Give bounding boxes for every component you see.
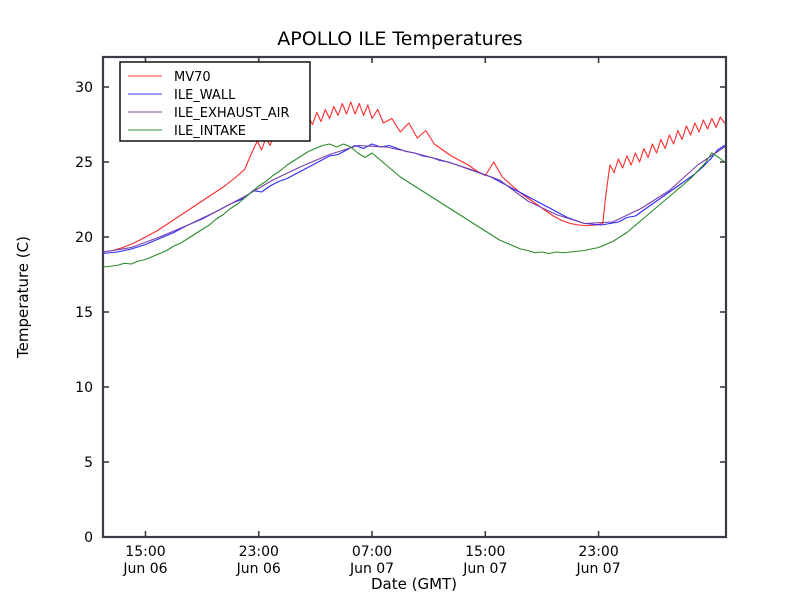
y-tick-label: 20 xyxy=(75,230,93,246)
y-tick-label: 0 xyxy=(84,530,93,546)
series-line-ile-exhaust-air xyxy=(103,144,726,253)
series-line-mv70 xyxy=(103,101,726,253)
x-tick-date: Jun 07 xyxy=(349,561,394,577)
x-tick-time: 23:00 xyxy=(239,544,279,560)
x-tick-date: Jun 06 xyxy=(236,561,281,577)
y-tick-label: 25 xyxy=(75,155,93,171)
data-series-group xyxy=(103,101,726,268)
series-line-ile-intake xyxy=(103,143,726,268)
y-tick-label: 15 xyxy=(75,305,93,321)
axes-frame xyxy=(101,55,728,539)
legend-label-mv70: MV70 xyxy=(174,70,211,85)
chart-title: APOLLO ILE Temperatures xyxy=(277,28,522,50)
chart-legend[interactable]: MV70 ILE_WALL ILE_EXHAUST_AIR ILE_INTAKE xyxy=(119,61,311,142)
y-tick-label: 30 xyxy=(75,80,93,96)
legend-label-ile-exhaust-air: ILE_EXHAUST_AIR xyxy=(174,106,290,121)
x-tick-date: Jun 06 xyxy=(122,561,167,577)
x-tick-date: Jun 07 xyxy=(575,561,620,577)
legend-label-ile-intake: ILE_INTAKE xyxy=(174,124,246,139)
x-tick-date: Jun 07 xyxy=(462,561,507,577)
x-tick-time: 23:00 xyxy=(578,544,618,560)
y-tick-label: 5 xyxy=(84,455,93,471)
x-tick-time: 07:00 xyxy=(352,544,392,560)
y-axis-ticks: 0 5 10 15 20 25 30 xyxy=(75,80,726,546)
x-axis-label: Date (GMT) xyxy=(371,575,457,593)
legend-label-ile-wall: ILE_WALL xyxy=(174,88,236,103)
x-tick-time: 15:00 xyxy=(465,544,505,560)
y-tick-label: 10 xyxy=(75,380,93,396)
x-tick-time: 15:00 xyxy=(125,544,165,560)
y-axis-label: Temperature (C) xyxy=(14,236,32,359)
